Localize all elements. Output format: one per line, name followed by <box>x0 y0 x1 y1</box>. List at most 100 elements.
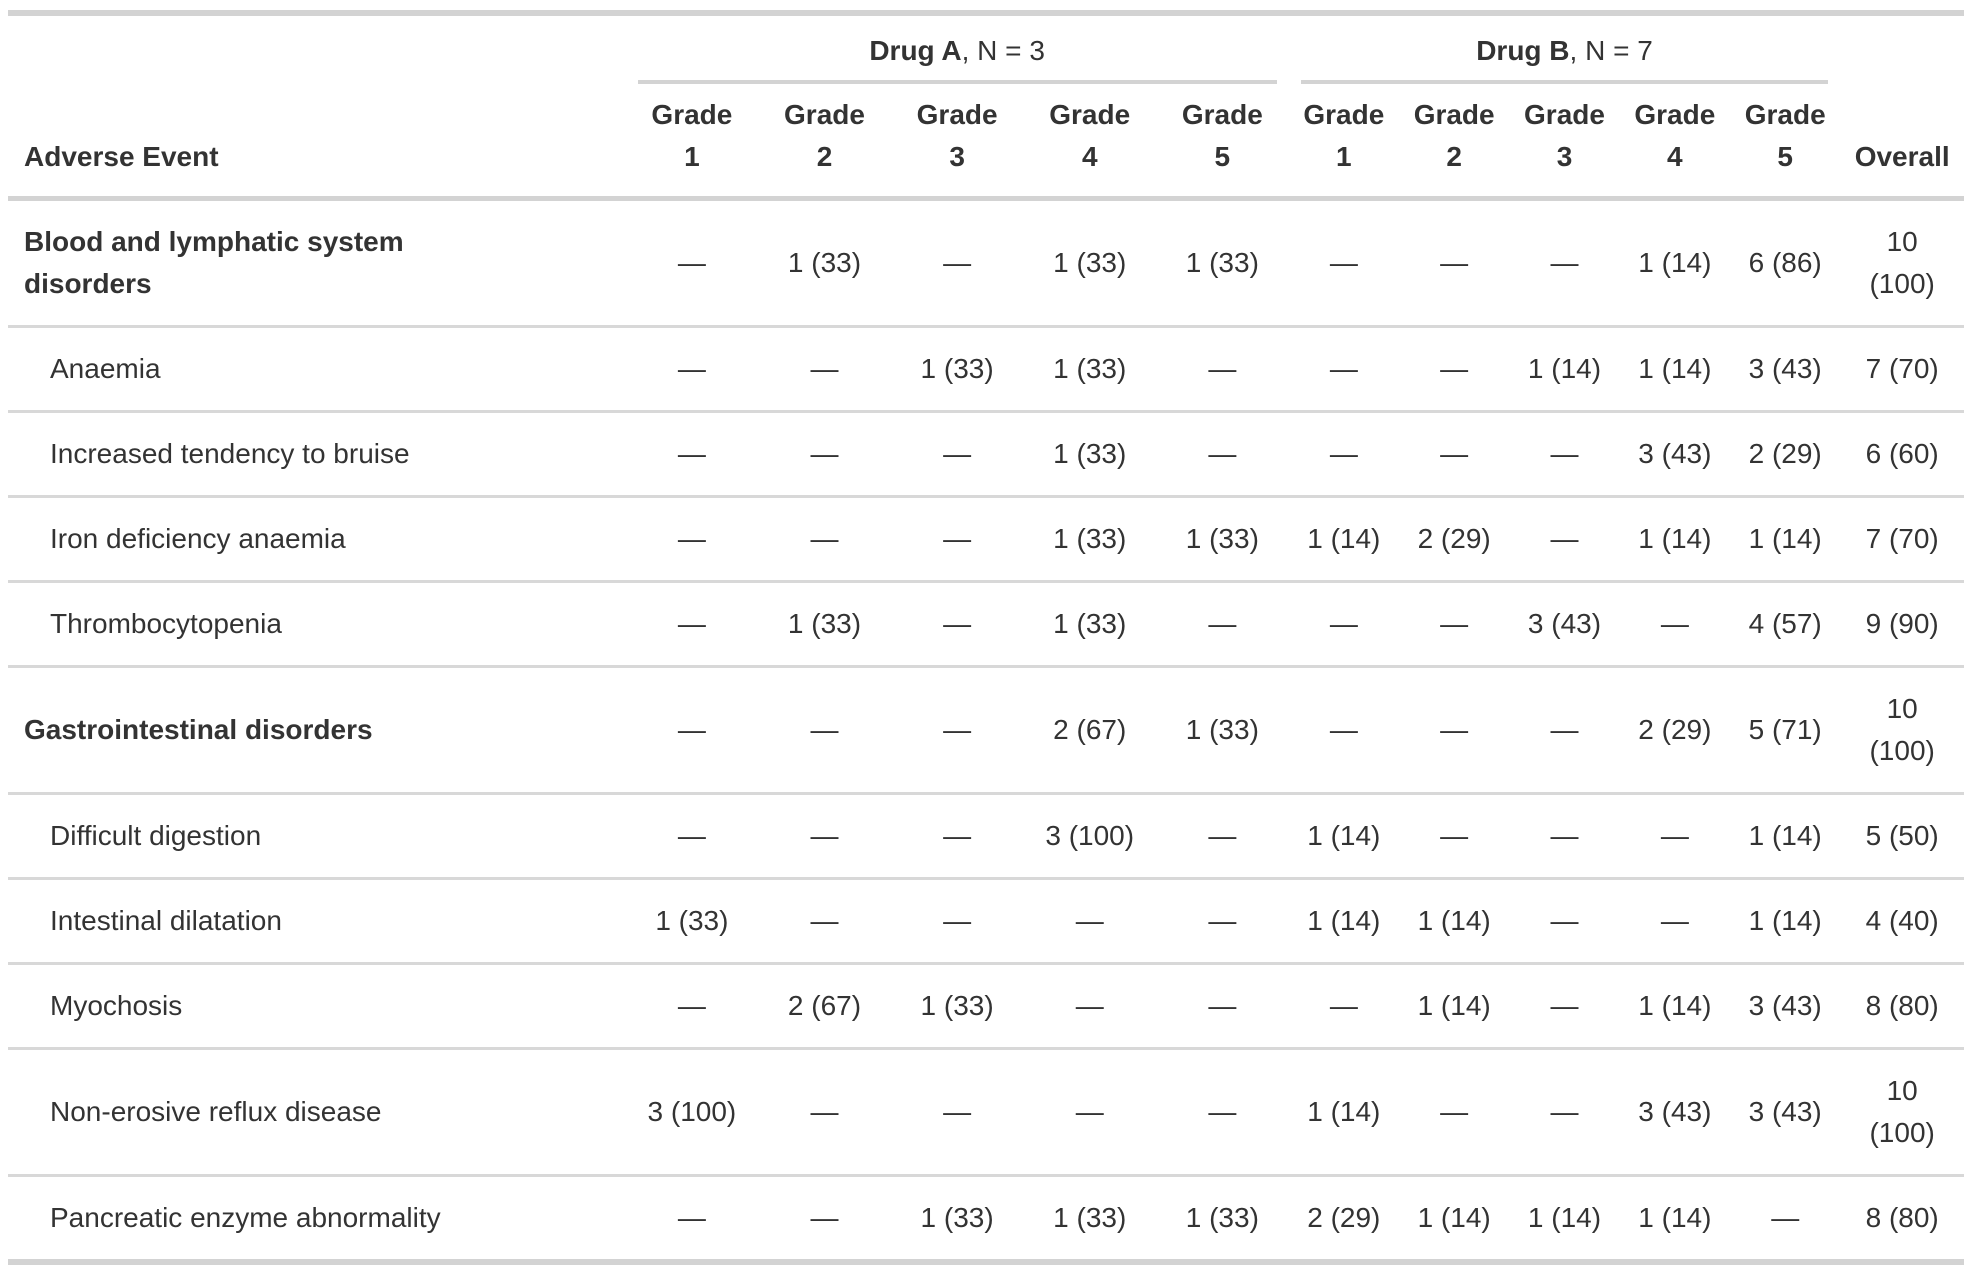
value-cell: — <box>1288 410 1399 497</box>
value-cell: 3 (43) <box>1619 1047 1731 1176</box>
value-cell: — <box>1288 962 1399 1049</box>
table-row: Pancreatic enzyme abnormality — —1 (33) 1 (… <box>8 1174 1964 1262</box>
value-cell: — <box>890 877 1024 964</box>
value-cell: 1 (14) <box>1288 495 1399 582</box>
value-cell: 1 (33) <box>1156 1174 1289 1262</box>
value-cell: 6 (86) <box>1748 247 1822 278</box>
value-cell: 1 (33) <box>1023 325 1157 412</box>
value-cell: — <box>758 792 891 879</box>
adverse-event-label: Anaemia <box>50 353 161 384</box>
value-cell: — <box>1619 792 1731 879</box>
value-cell: 3 (100) <box>625 1047 759 1176</box>
value-cell: — <box>758 325 891 412</box>
value-cell: — <box>625 580 759 667</box>
value-cell: 5 (71) <box>1730 665 1841 794</box>
value-cell: 1 (33) <box>1023 1174 1157 1262</box>
value-cell: — <box>625 962 759 1049</box>
value-cell: 1 (14) <box>1638 247 1712 278</box>
value-cell: — <box>625 325 759 412</box>
overall-value-cell: 7 (70) <box>1840 325 1964 412</box>
value-cell: — <box>890 665 1024 794</box>
value-cell: — <box>1619 580 1731 667</box>
value-cell: 1 (33) <box>1156 495 1289 582</box>
value-cell: — <box>1398 792 1510 879</box>
value-cell: — <box>1398 580 1510 667</box>
value-cell: — <box>1509 665 1620 794</box>
adverse-event-label: Pancreatic enzyme abnormality <box>50 1202 441 1233</box>
value-cell: 1 (14) <box>1288 792 1399 879</box>
grade-number: 5 <box>1777 141 1793 172</box>
adverse-event-cell: Thrombocytopenia <box>8 580 626 667</box>
table-row: Non-erosive reflux disease 3 (100) — — — —1 (… <box>8 1047 1964 1176</box>
grade-header: Grade 1 <box>625 84 759 201</box>
overall-value-cell: 10 (100) <box>1840 665 1964 794</box>
value-cell: 3 (43) <box>1509 580 1620 667</box>
value-cell: 1 (14) <box>1509 1174 1620 1262</box>
drug-a-name: Drug A <box>869 35 962 66</box>
table-row: Thrombocytopenia —1 (33) —1 (33) — — —3 (43) —… <box>8 580 1964 667</box>
overall-value-cell: 10 (100) <box>1869 226 1935 299</box>
value-cell: — <box>1398 410 1510 497</box>
value-cell: — <box>1288 325 1399 412</box>
value-cell: — <box>1509 877 1620 964</box>
adverse-event-cell: Blood and lymphatic system disorders <box>8 199 626 327</box>
value-cell: — <box>1156 962 1289 1049</box>
value-cell: — <box>1288 580 1399 667</box>
value-cell: — <box>1023 962 1157 1049</box>
grade-word: Grade <box>1413 99 1495 130</box>
grade-word: Grade <box>1303 99 1385 130</box>
adverse-events-table: Drug A, N = 3 Drug B, N = 7 Adverse Even… <box>8 10 1964 1265</box>
value-cell: — <box>625 665 759 794</box>
value-cell: 1 (14) <box>1509 325 1620 412</box>
spanner-row: Drug A, N = 3 Drug B, N = 7 <box>8 13 1964 84</box>
value-cell: — <box>890 580 1024 667</box>
value-cell: — <box>1156 877 1289 964</box>
grade-word: Grade <box>651 99 733 130</box>
value-cell: — <box>890 1047 1024 1176</box>
value-cell: 1 (14) <box>1288 1047 1399 1176</box>
grade-number: 4 <box>1081 141 1098 172</box>
value-cell: — <box>758 877 891 964</box>
value-cell: 4 (57) <box>1730 580 1841 667</box>
grade-word: Grade <box>1744 99 1826 130</box>
value-cell: 3 (43) <box>1730 325 1841 412</box>
overall-value-cell: 5 (50) <box>1840 792 1964 879</box>
adverse-event-cell: Gastrointestinal disorders <box>8 665 626 794</box>
adverse-event-label: Difficult digestion <box>50 820 262 851</box>
value-cell: — <box>625 495 759 582</box>
grade-number: 2 <box>816 141 833 172</box>
grade-header: Grade 2 <box>758 84 891 201</box>
grade-word: Grade <box>1524 99 1605 130</box>
value-cell: 1 (33) <box>625 877 759 964</box>
table-row: Difficult digestion — — —3 (100) —1 (14) — — —1… <box>8 792 1964 879</box>
value-cell: — <box>1509 410 1620 497</box>
value-cell: — <box>1023 1047 1157 1176</box>
grade-header: Grade 3 <box>1509 84 1620 201</box>
value-cell: 1 (33) <box>787 247 862 278</box>
spanner-stub-spacer <box>8 13 626 84</box>
value-cell: — <box>677 247 706 278</box>
value-cell: 1 (33) <box>890 325 1024 412</box>
value-cell: — <box>1619 877 1731 964</box>
value-cell: — <box>625 410 759 497</box>
table-row: Blood and lymphatic system disorders — 1 (… <box>8 199 1964 327</box>
grade-number: 2 <box>1446 141 1462 172</box>
value-cell: — <box>1156 1047 1289 1176</box>
value-cell: — <box>1398 325 1510 412</box>
grade-number: 3 <box>949 141 965 172</box>
value-cell: 1 (33) <box>890 962 1024 1049</box>
drug-a-n: , N = 3 <box>961 35 1045 66</box>
grade-word: Grade <box>784 99 865 130</box>
value-cell: 2 (67) <box>1023 665 1157 794</box>
value-cell: 2 (67) <box>758 962 891 1049</box>
grade-number: 1 <box>1336 141 1352 172</box>
table-body: Blood and lymphatic system disorders —1 (… <box>8 199 1964 1262</box>
value-cell: 1 (14) <box>1288 877 1399 964</box>
value-cell: 1 (33) <box>1023 580 1157 667</box>
value-cell: — <box>625 792 759 879</box>
overall-value-cell: 7 (70) <box>1840 495 1964 582</box>
grade-header: Grade 1 <box>1288 84 1399 201</box>
grade-number: 4 <box>1667 141 1683 172</box>
overall-header: Overall <box>1840 84 1964 201</box>
value-cell: 1 (33) <box>1185 247 1259 278</box>
